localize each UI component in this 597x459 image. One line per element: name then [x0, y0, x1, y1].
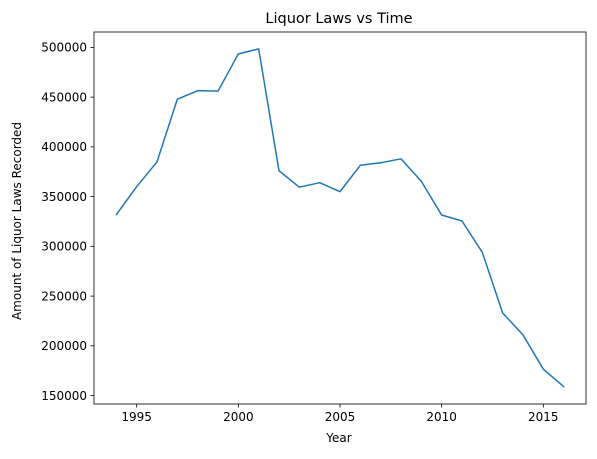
- data-point: [501, 311, 504, 314]
- y-tick-label: 250000: [41, 289, 87, 303]
- data-point: [440, 214, 443, 217]
- data-point: [562, 385, 565, 388]
- data-point: [257, 47, 260, 50]
- y-tick-label: 400000: [41, 140, 87, 154]
- data-point: [176, 98, 179, 101]
- data-point: [318, 181, 321, 184]
- axes-group: 1995 2000 2005 2010 2015 150000 200000 250000 30…: [41, 31, 587, 424]
- y-tick-label: 500000: [41, 41, 87, 55]
- data-point: [135, 185, 138, 188]
- data-point: [217, 90, 220, 93]
- data-point: [481, 251, 484, 254]
- series-line: [115, 48, 565, 388]
- data-point: [339, 190, 342, 193]
- x-tick-label: 2000: [223, 410, 254, 424]
- data-point: [542, 368, 545, 371]
- x-tick-label: 2005: [325, 410, 356, 424]
- chart-title: Liquor Laws vs Time: [265, 11, 412, 27]
- data-point: [196, 89, 199, 92]
- data-point: [460, 219, 463, 222]
- x-tick-label: 2010: [426, 410, 457, 424]
- data-point: [278, 169, 281, 172]
- x-tick-label: 1995: [121, 410, 152, 424]
- y-tick-label: 300000: [41, 240, 87, 254]
- data-point: [298, 186, 301, 189]
- y-tick-label: 200000: [41, 339, 87, 353]
- plot-area: [115, 47, 565, 388]
- data-point: [359, 164, 362, 167]
- y-tick-label: 450000: [41, 90, 87, 104]
- plot-frame: [93, 31, 587, 405]
- data-point: [399, 157, 402, 160]
- data-point: [420, 180, 423, 183]
- x-axis-label: Year: [325, 431, 351, 445]
- data-point: [521, 333, 524, 336]
- y-tick-label: 350000: [41, 190, 87, 204]
- data-point: [115, 213, 118, 216]
- x-tick-label: 2015: [528, 410, 559, 424]
- data-point: [379, 161, 382, 164]
- y-axis-label: Amount of Liquor Laws Recorded: [10, 122, 24, 320]
- data-point: [237, 52, 240, 55]
- data-point: [156, 160, 159, 163]
- y-tick-label: 150000: [41, 389, 87, 403]
